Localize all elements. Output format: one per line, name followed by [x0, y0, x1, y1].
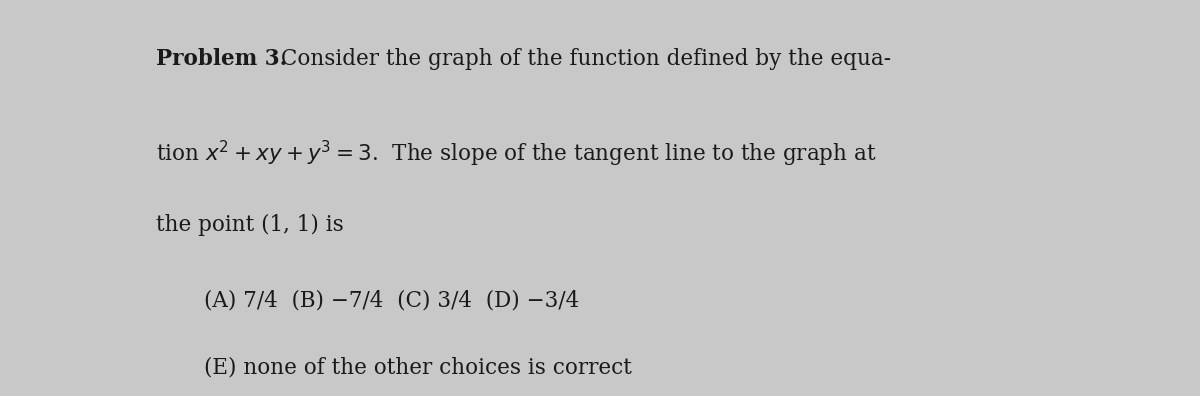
- Text: (E) none of the other choices is correct: (E) none of the other choices is correct: [204, 356, 632, 379]
- Text: Consider the graph of the function defined by the equa-: Consider the graph of the function defin…: [274, 48, 890, 70]
- Text: (A) 7/4  (B) −7/4  (C) 3/4  (D) −3/4: (A) 7/4 (B) −7/4 (C) 3/4 (D) −3/4: [204, 289, 580, 311]
- Text: tion $x^2 + xy+y^3=3$.  The slope of the tangent line to the graph at: tion $x^2 + xy+y^3=3$. The slope of the …: [156, 139, 877, 169]
- Text: the point (1, 1) is: the point (1, 1) is: [156, 214, 343, 236]
- Text: Problem 3.: Problem 3.: [156, 48, 287, 70]
